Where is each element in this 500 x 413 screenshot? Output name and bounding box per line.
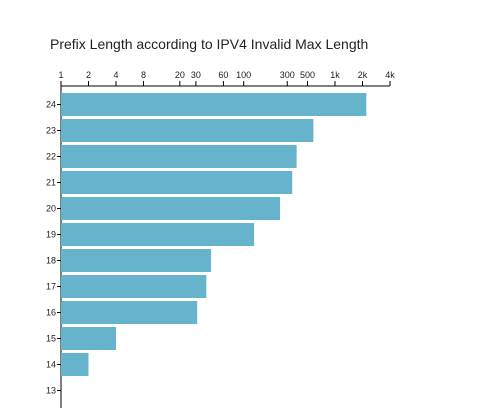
y-tick-label: 17 [46, 282, 56, 292]
x-tick-label: 100 [236, 70, 251, 80]
bar [61, 93, 367, 116]
y-tick-label: 18 [46, 256, 56, 266]
y-axis: 24 23 22 21 20 19 18 17 16 15 14 13 [46, 86, 62, 408]
bar [61, 353, 89, 376]
x-tick-label: 2k [358, 70, 368, 80]
bar [61, 119, 314, 142]
x-axis: 1 2 4 8 20 30 60 100 300 500 1k 2k 4k [58, 70, 395, 87]
chart-title: Prefix Length according to IPV4 Invalid … [50, 36, 369, 52]
x-tick-label: 500 [300, 70, 315, 80]
bars [61, 93, 367, 376]
y-tick-label: 14 [46, 360, 56, 370]
y-tick-label: 16 [46, 308, 56, 318]
x-tick-label: 2 [86, 70, 91, 80]
x-tick-label: 1 [58, 70, 63, 80]
x-tick-label: 60 [218, 70, 228, 80]
x-tick-label: 4 [113, 70, 118, 80]
x-tick-label: 300 [280, 70, 295, 80]
bar [61, 249, 212, 272]
y-tick-label: 19 [46, 230, 56, 240]
bar [61, 145, 297, 168]
y-tick-label: 22 [46, 152, 56, 162]
x-tick-label: 4k [385, 70, 395, 80]
bar [61, 171, 293, 194]
x-tick-label: 8 [141, 70, 146, 80]
y-tick-label: 21 [46, 178, 56, 188]
x-tick-label: 1k [330, 70, 340, 80]
y-tick-label: 23 [46, 126, 56, 136]
y-tick-label: 13 [46, 386, 56, 396]
y-tick-label: 15 [46, 334, 56, 344]
bar [61, 197, 281, 220]
bar [61, 275, 207, 298]
x-tick-label: 30 [191, 70, 201, 80]
y-tick-label: 20 [46, 204, 56, 214]
bar [61, 327, 116, 350]
bar [61, 301, 198, 324]
y-tick-label: 24 [46, 100, 56, 110]
x-tick-label: 20 [175, 70, 185, 80]
bar [61, 223, 255, 246]
